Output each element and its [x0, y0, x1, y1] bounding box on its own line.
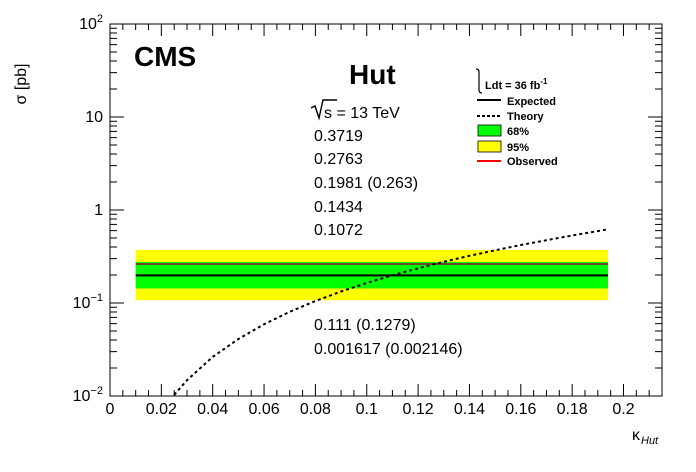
legend-observed-label: Observed: [507, 156, 558, 168]
x-tick-label: 0.02: [146, 401, 177, 418]
legend-68-label: 68%: [507, 126, 529, 138]
y-tick-label-base: 10: [79, 16, 97, 33]
legend: Ldt = 36 fb-1 Expected Theory 68% 95% Ob…: [475, 68, 558, 168]
legend-lumi: Ldt = 36 fb-1: [475, 68, 548, 94]
x-tick-label: 0.2: [612, 401, 634, 418]
x-axis-label-main: κ: [632, 427, 641, 444]
annotation-value-1: 0.3719: [314, 128, 363, 145]
x-tick-label: 0.16: [505, 401, 536, 418]
legend-expected-label: Expected: [507, 96, 556, 108]
y-tick-label-base: 10: [73, 388, 91, 405]
x-axis-label-sub: Hut: [641, 435, 659, 447]
theory-curve: [173, 228, 609, 396]
sqrt-symbol: [310, 99, 337, 121]
experiment-label: CMS: [134, 41, 196, 72]
chart-title: Hut: [349, 59, 396, 90]
y-tick-label-exp: −2: [90, 385, 103, 397]
annotation-value-6: 0.111 (0.1279): [314, 317, 416, 334]
legend-lumi-exp: -1: [540, 77, 548, 86]
legend-95-swatch: [477, 140, 502, 153]
x-axis-label: κHut: [632, 427, 659, 447]
y-tick-label-base: 1: [94, 202, 103, 219]
y-tick-label: 102: [79, 13, 103, 33]
annotation-value-7: 0.001617 (0.002146): [314, 341, 463, 358]
y-tick-label-exp: −1: [90, 292, 103, 304]
annotation-value-4: 0.1434: [314, 199, 363, 216]
x-tick-label: 0.04: [197, 401, 228, 418]
y-tick-label: 10: [85, 109, 103, 126]
x-tick-label: 0.1: [356, 401, 378, 418]
annotation-value-5: 0.1072: [314, 222, 363, 239]
x-tick-label: 0.12: [403, 401, 434, 418]
integral-symbol: [475, 68, 483, 94]
sqrt-s-text: s = 13 TeV: [324, 105, 400, 122]
y-axis-label: σ [pb]: [13, 63, 30, 104]
x-tick-label: 0.08: [300, 401, 331, 418]
legend-lumi-main: Ldt = 36 fb: [485, 80, 541, 92]
legend-95-label: 95%: [507, 142, 529, 154]
legend-theory: Theory: [477, 111, 545, 123]
legend-68-swatch: [477, 124, 502, 137]
legend-theory-label: Theory: [507, 111, 545, 123]
y-tick-label-base: 10: [85, 109, 103, 126]
y-tick-label-exp: 2: [97, 13, 103, 25]
legend-68: 68%: [477, 124, 529, 138]
annotation-value-3: 0.1981 (0.263): [314, 175, 418, 192]
legend-expected: Expected: [477, 96, 556, 108]
x-tick-label: 0.18: [557, 401, 588, 418]
y-tick-label: 10−1: [73, 292, 103, 312]
legend-observed: Observed: [477, 156, 558, 168]
legend-95: 95%: [477, 140, 529, 154]
x-tick-label: 0: [106, 401, 115, 418]
sqrt-s-annotation: s = 13 TeV: [310, 99, 400, 122]
legend-lumi-text: Ldt = 36 fb-1: [485, 77, 548, 92]
x-tick-label: 0.06: [248, 401, 279, 418]
y-tick-label: 10−2: [73, 385, 103, 405]
y-tick-label-base: 10: [73, 295, 91, 312]
y-tick-label: 1: [94, 202, 103, 219]
x-tick-label: 0.14: [454, 401, 485, 418]
annotation-value-2: 0.2763: [314, 151, 363, 168]
